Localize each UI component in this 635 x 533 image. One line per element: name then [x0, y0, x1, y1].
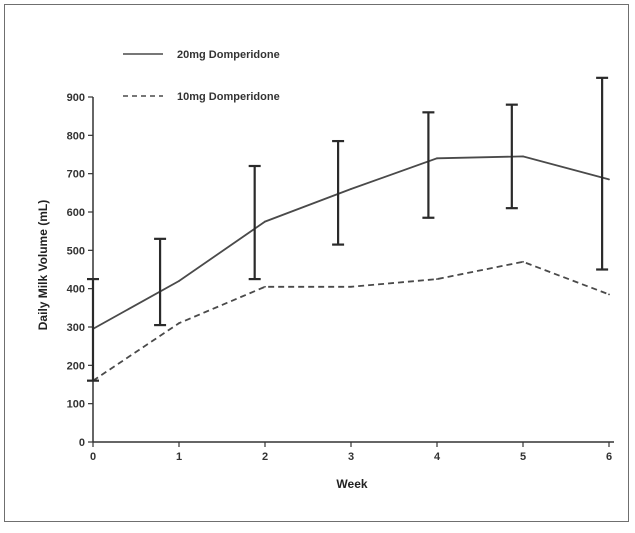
legend-label-10mg: 10mg Domperidone: [177, 91, 280, 103]
legend-label-20mg: 20mg Domperidone: [177, 49, 280, 61]
x-tick-label: 2: [262, 451, 268, 463]
error-bar: [248, 164, 261, 281]
y-ticks: 0 100 200 300 400 500 600 700 800 900: [67, 92, 93, 449]
x-ticks: 0 1 2 3 4 5 6: [90, 442, 612, 463]
error-bar: [505, 103, 518, 210]
y-axis-title: Daily Milk Volume (mL): [36, 200, 50, 330]
x-tick-label: 6: [606, 451, 612, 463]
y-tick-label: 900: [67, 92, 85, 104]
y-tick-label: 400: [67, 284, 85, 296]
series-point: [522, 260, 524, 263]
error-bar: [87, 277, 99, 382]
y-tick-label: 700: [67, 169, 85, 181]
error-bar: [154, 237, 167, 327]
series-line-10mg: [92, 260, 610, 382]
x-tick-label: 1: [176, 451, 182, 463]
series-point: [264, 220, 266, 223]
error-bar: [422, 111, 435, 219]
axes: [92, 97, 614, 443]
errorbar-layer: [87, 76, 609, 382]
error-bar: [332, 139, 345, 246]
series-layer: [92, 155, 610, 382]
y-tick-label: 300: [67, 322, 85, 334]
x-tick-label: 5: [520, 451, 526, 463]
series-point: [178, 322, 180, 325]
x-axis-title: Week: [336, 477, 367, 491]
series-point: [608, 293, 610, 296]
series-point: [608, 178, 610, 181]
chart-frame: 0 100 200 300 400 500 600 700 800 900 0 1 2 3 4 5 6 Dai…: [4, 4, 629, 522]
series-point: [178, 280, 180, 282]
x-tick-label: 0: [90, 451, 96, 463]
series-point: [522, 155, 524, 158]
series-point: [264, 285, 266, 288]
series-point: [350, 188, 352, 190]
series-point: [436, 278, 438, 280]
error-bar: [596, 76, 609, 271]
series-point: [436, 157, 438, 160]
y-tick-label: 800: [67, 130, 85, 142]
y-tick-label: 200: [67, 360, 85, 372]
chart-svg: 0 100 200 300 400 500 600 700 800 900 0 1 2 3 4 5 6 Dai…: [36, 49, 614, 491]
y-tick-label: 100: [67, 399, 85, 411]
series-point: [350, 285, 352, 288]
series-line-20mg: [92, 155, 610, 330]
y-tick-label: 0: [79, 437, 85, 449]
x-tick-label: 4: [434, 451, 441, 463]
legend: 20mg Domperidone 10mg Domperidone: [123, 49, 280, 103]
x-tick-label: 3: [348, 451, 354, 463]
y-tick-label: 500: [67, 245, 85, 257]
y-tick-label: 600: [67, 207, 85, 219]
